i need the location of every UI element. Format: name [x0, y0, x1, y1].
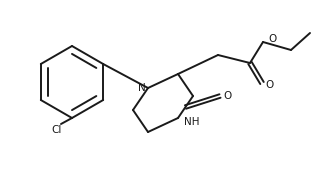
Text: NH: NH — [184, 117, 200, 127]
Text: O: O — [223, 91, 231, 101]
Text: N: N — [138, 83, 146, 93]
Text: O: O — [268, 34, 276, 44]
Text: O: O — [265, 80, 273, 90]
Text: Cl: Cl — [52, 125, 62, 135]
